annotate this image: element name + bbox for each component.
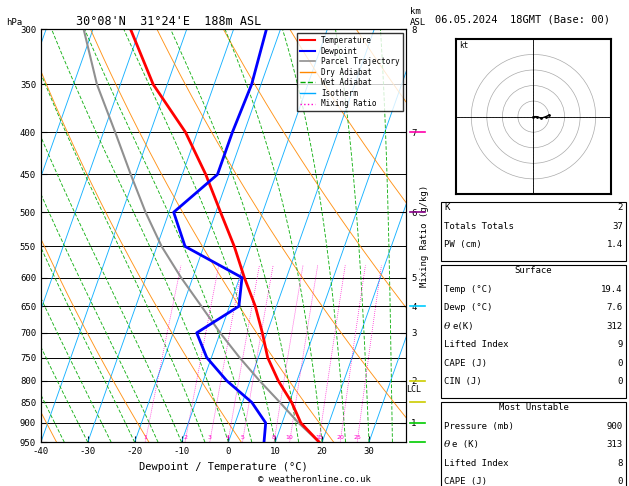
Text: 0: 0	[617, 359, 623, 368]
Text: 25: 25	[353, 435, 361, 440]
Text: 3: 3	[208, 435, 212, 440]
Text: K: K	[444, 203, 450, 212]
Text: Lifted Index: Lifted Index	[444, 459, 509, 468]
Text: 9: 9	[617, 340, 623, 349]
Text: CAPE (J): CAPE (J)	[444, 359, 487, 368]
Text: θ: θ	[444, 322, 450, 331]
Text: Surface: Surface	[515, 266, 552, 276]
Text: 900: 900	[606, 422, 623, 431]
Text: 1.4: 1.4	[606, 240, 623, 249]
Text: 37: 37	[612, 222, 623, 231]
Text: e (K): e (K)	[452, 440, 479, 450]
Text: LCL: LCL	[406, 385, 421, 394]
Text: 8: 8	[617, 459, 623, 468]
Text: 0: 0	[617, 477, 623, 486]
Text: PW (cm): PW (cm)	[444, 240, 482, 249]
Y-axis label: Mixing Ratio (g/kg): Mixing Ratio (g/kg)	[420, 185, 428, 287]
Text: 312: 312	[606, 322, 623, 331]
Text: Dewp (°C): Dewp (°C)	[444, 303, 493, 312]
Text: 0: 0	[617, 377, 623, 386]
Text: 7.6: 7.6	[606, 303, 623, 312]
Text: Lifted Index: Lifted Index	[444, 340, 509, 349]
Text: CAPE (J): CAPE (J)	[444, 477, 487, 486]
Text: Totals Totals: Totals Totals	[444, 222, 514, 231]
Text: 19.4: 19.4	[601, 285, 623, 294]
Text: 06.05.2024  18GMT (Base: 00): 06.05.2024 18GMT (Base: 00)	[435, 14, 610, 24]
Text: Temp (°C): Temp (°C)	[444, 285, 493, 294]
Text: 10: 10	[286, 435, 294, 440]
Text: 313: 313	[606, 440, 623, 450]
Text: θ: θ	[444, 440, 450, 450]
Title: 30°08'N  31°24'E  188m ASL: 30°08'N 31°24'E 188m ASL	[76, 15, 262, 28]
Text: 15: 15	[315, 435, 323, 440]
Text: 8: 8	[272, 435, 276, 440]
Text: kt: kt	[459, 41, 468, 50]
X-axis label: Dewpoint / Temperature (°C): Dewpoint / Temperature (°C)	[139, 462, 308, 472]
Legend: Temperature, Dewpoint, Parcel Trajectory, Dry Adiabat, Wet Adiabat, Isotherm, Mi: Temperature, Dewpoint, Parcel Trajectory…	[296, 33, 403, 111]
Text: 2: 2	[183, 435, 187, 440]
Text: 4: 4	[226, 435, 230, 440]
Text: 20: 20	[337, 435, 344, 440]
Text: hPa: hPa	[6, 17, 23, 27]
Text: Pressure (mb): Pressure (mb)	[444, 422, 514, 431]
Text: CIN (J): CIN (J)	[444, 377, 482, 386]
Text: Most Unstable: Most Unstable	[499, 403, 569, 413]
Text: © weatheronline.co.uk: © weatheronline.co.uk	[258, 474, 371, 484]
Text: 5: 5	[240, 435, 244, 440]
Text: km
ASL: km ASL	[409, 7, 426, 27]
Text: e(K): e(K)	[452, 322, 474, 331]
Text: 2: 2	[617, 203, 623, 212]
Text: 1: 1	[143, 435, 147, 440]
